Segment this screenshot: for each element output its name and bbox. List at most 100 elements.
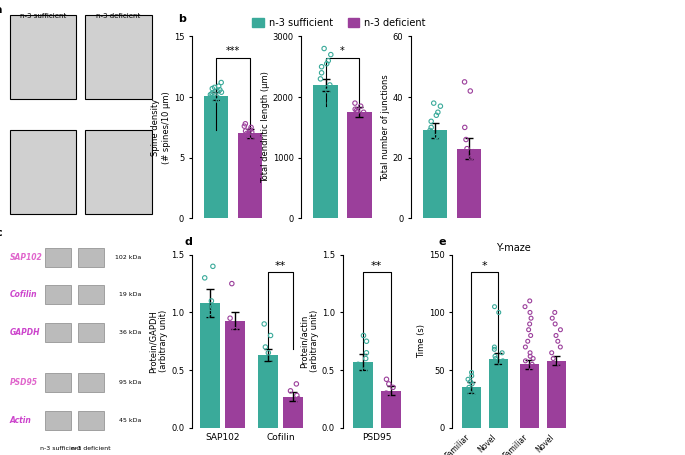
Point: [316, 118, 327, 125]
Bar: [462, 387, 481, 428]
Text: **: **: [371, 261, 382, 271]
Point: [321, 84, 332, 91]
Point: [208, 263, 219, 270]
Point: [549, 320, 560, 328]
Text: ***: ***: [226, 46, 240, 56]
Point: [497, 349, 508, 356]
Point: [466, 372, 477, 379]
Point: [358, 109, 369, 116]
Point: [497, 366, 508, 374]
Point: [247, 129, 258, 136]
Point: [525, 353, 536, 360]
Point: [490, 353, 501, 360]
Point: [495, 361, 506, 368]
Point: [464, 169, 475, 177]
Point: [258, 378, 269, 385]
Point: [464, 384, 475, 391]
Point: [467, 401, 478, 408]
Point: [249, 132, 260, 140]
Point: [432, 136, 443, 143]
Point: [206, 95, 216, 102]
Point: [425, 127, 436, 134]
Bar: [78, 285, 104, 304]
Text: d: d: [185, 237, 192, 247]
Point: [316, 111, 327, 119]
Bar: [547, 361, 566, 428]
Bar: [78, 373, 104, 392]
Point: [489, 346, 500, 353]
Point: [287, 403, 298, 410]
Point: [205, 91, 216, 98]
Point: [206, 92, 217, 100]
Point: [351, 107, 362, 114]
Bar: [85, 15, 151, 99]
Point: [522, 338, 533, 345]
Point: [212, 93, 223, 101]
Point: [212, 87, 223, 95]
Point: [246, 124, 257, 131]
Point: [384, 380, 395, 388]
Point: [293, 395, 304, 403]
Bar: [284, 397, 303, 428]
Point: [360, 355, 371, 362]
Point: [265, 332, 276, 339]
Text: n-3 deficient: n-3 deficient: [97, 13, 140, 19]
Point: [245, 126, 256, 133]
Bar: [488, 359, 508, 428]
Text: 95 kDa: 95 kDa: [119, 380, 141, 385]
Point: [459, 78, 470, 86]
Point: [550, 378, 561, 385]
Bar: [45, 248, 71, 267]
Point: [467, 407, 478, 414]
Point: [216, 79, 227, 86]
Y-axis label: Time (s): Time (s): [417, 324, 426, 358]
Text: b: b: [178, 14, 186, 24]
Point: [325, 93, 336, 101]
Point: [381, 376, 392, 383]
Legend: n-3 sufficient, n-3 deficient: n-3 sufficient, n-3 deficient: [249, 14, 429, 32]
Point: [206, 90, 217, 97]
Bar: [200, 303, 220, 428]
Bar: [10, 15, 76, 99]
Point: [434, 130, 445, 137]
Point: [551, 332, 562, 339]
Point: [491, 372, 502, 379]
Text: 102 kDa: 102 kDa: [115, 255, 141, 260]
Bar: [45, 285, 71, 304]
Text: c: c: [0, 228, 3, 238]
Point: [519, 303, 530, 310]
Point: [465, 87, 476, 95]
Point: [549, 309, 560, 316]
Point: [209, 84, 220, 91]
Bar: [347, 112, 371, 218]
Bar: [78, 323, 104, 342]
Point: [319, 45, 329, 52]
Point: [208, 326, 219, 334]
Point: [257, 355, 268, 362]
Point: [361, 349, 372, 356]
Bar: [45, 323, 71, 342]
Point: [525, 332, 536, 339]
Point: [291, 392, 302, 399]
Point: [466, 154, 477, 162]
Point: [214, 86, 225, 93]
Y-axis label: Total dendritic length (µm): Total dendritic length (µm): [261, 71, 270, 183]
Point: [241, 130, 252, 137]
Point: [463, 395, 474, 403]
Bar: [381, 391, 401, 428]
Y-axis label: Spine density
(# spines/10 µm): Spine density (# spines/10 µm): [151, 91, 171, 164]
Point: [458, 184, 469, 192]
Bar: [78, 248, 104, 267]
Point: [214, 96, 225, 103]
Point: [462, 376, 473, 383]
Point: [459, 124, 470, 131]
Point: [316, 63, 327, 71]
Point: [554, 361, 565, 368]
Point: [213, 97, 224, 104]
Point: [527, 355, 538, 362]
Point: [206, 297, 217, 304]
Point: [528, 372, 539, 379]
Bar: [45, 411, 71, 430]
Text: a: a: [0, 5, 2, 15]
Point: [243, 136, 254, 143]
